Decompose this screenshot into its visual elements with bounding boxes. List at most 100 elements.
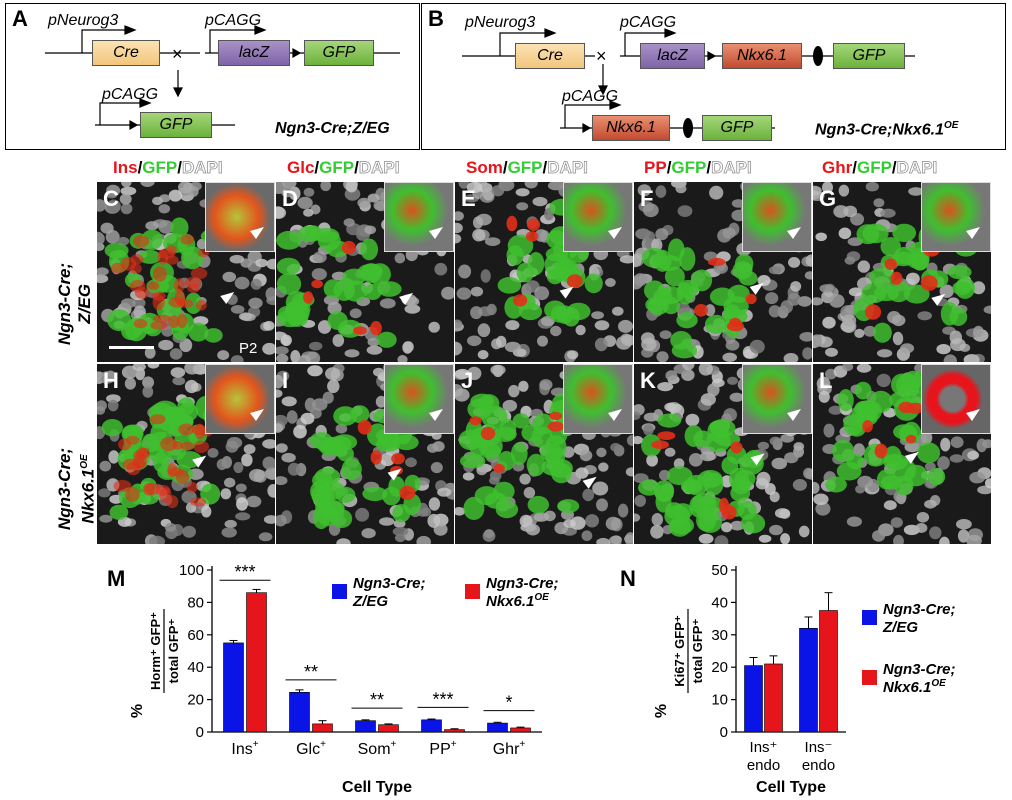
legend-label: Ngn3-Cre;: [486, 575, 559, 592]
legend-label-sup: OE: [534, 592, 549, 603]
legend-label: Ngn3-Cre;: [353, 575, 426, 592]
significance-stars: ***: [234, 562, 255, 582]
y-axis-label-denominator: total GFP⁺: [690, 619, 705, 684]
x-tick-name: Ins: [231, 741, 252, 758]
panel-label-m: M: [107, 566, 126, 591]
y-tick-label: 40: [711, 594, 728, 611]
lacz-gene-box: lacZ: [218, 40, 290, 66]
micrograph-panel: E: [455, 182, 633, 362]
micrograph-panel: I: [276, 364, 454, 544]
legend-label: Nkx6.1OE: [883, 678, 946, 696]
promoter-label: pCAGG: [620, 14, 677, 31]
panel-label-b: B: [428, 6, 444, 31]
row-label-control: Ngn3-Cre; Z/EG: [55, 262, 94, 345]
y-tick-label: 20: [187, 692, 204, 709]
legend-label: Nkx6.1OE: [486, 592, 549, 610]
x-tick-label: Som+: [358, 739, 397, 758]
stain-title: Glc/GFP/DAPI: [287, 158, 400, 178]
nkx61-gene-box: Nkx6.1: [722, 43, 802, 69]
x-tick-sup: +: [320, 739, 326, 750]
x-tick-name: Glc: [296, 741, 320, 758]
panel-label-a: A: [12, 6, 28, 31]
micrograph-panel: L: [813, 364, 991, 544]
panel-label-l: L: [819, 368, 833, 393]
x-tick-sup: +: [451, 739, 457, 750]
inset-zoom: [921, 364, 991, 434]
x-axis-label: Cell Type: [756, 779, 826, 796]
micrograph-panel: J: [455, 364, 633, 544]
cre-gene-box: Cre: [92, 40, 160, 66]
micrograph-image: [455, 364, 633, 544]
micrograph-image: [97, 364, 275, 544]
micrograph-panel: H: [97, 364, 275, 544]
x-tick-label: PP+: [429, 739, 456, 758]
y-axis-label-numerator: Horm⁺ GFP⁺: [148, 612, 163, 690]
significance-stars: **: [304, 662, 318, 682]
panel-label-h: H: [103, 368, 119, 393]
micrograph-image: [97, 182, 275, 362]
x-tick-name: PP: [429, 741, 450, 758]
bar: [421, 719, 442, 733]
x-tick-label: Ins+: [231, 739, 258, 758]
promoter-label: pCAGG: [102, 86, 159, 103]
significance-stars: *: [505, 693, 512, 713]
x-tick-label: Glc+: [296, 739, 326, 758]
gfp-gene-box: GFP: [304, 40, 374, 66]
bar: [764, 663, 783, 733]
inset-zoom: [742, 364, 812, 434]
y-tick-label: 10: [711, 692, 728, 709]
inset-zoom: [205, 182, 275, 252]
cross-symbol: ×: [596, 46, 607, 66]
legend-swatch: [862, 670, 877, 685]
x-tick-name: Ghr: [493, 741, 520, 758]
micrograph-panel: K: [634, 364, 812, 544]
promoter-label: pCAGG: [205, 12, 262, 29]
x-tick-label: Ghr+: [493, 739, 526, 758]
gfp-gene-box: GFP: [833, 43, 905, 69]
panel-label-k: K: [640, 368, 656, 393]
legend-swatch: [332, 584, 347, 599]
legend-label-main: Z/EG: [352, 593, 388, 610]
bar: [819, 610, 838, 733]
lacz-gene-box: lacZ: [640, 43, 705, 69]
bar: [312, 723, 333, 733]
panel-label-j: J: [461, 368, 474, 393]
inset-zoom: [921, 182, 991, 252]
panel-label-c: C: [103, 186, 119, 211]
panel-label-d: D: [282, 186, 298, 211]
bar: [355, 720, 376, 733]
bar: [487, 722, 508, 733]
inset-zoom: [563, 182, 633, 252]
micrograph-panel: F: [634, 182, 812, 362]
inset-zoom: [205, 364, 275, 434]
bar: [444, 729, 465, 733]
x-tick-label: Ins⁻: [805, 739, 833, 756]
micrograph-panel: G: [813, 182, 991, 362]
legend-swatch: [862, 610, 877, 625]
nkx61-gene-box: Nkx6.1: [592, 115, 670, 141]
legend-label-main: Nkx6.1: [883, 679, 931, 696]
inset-zoom: [384, 182, 454, 252]
x-tick-label: endo: [802, 757, 835, 774]
y-tick-label: 0: [720, 724, 728, 741]
micrograph-panel: C P2: [97, 182, 275, 362]
y-axis-label-numerator: Ki67⁺ GFP⁺: [672, 615, 687, 687]
y-tick-label: 80: [187, 594, 204, 611]
legend-label: Z/EG: [352, 593, 388, 610]
bar: [799, 628, 818, 733]
bar: [289, 692, 310, 733]
inset-zoom: [563, 364, 633, 434]
micrograph-image: [634, 182, 812, 362]
bar: [223, 642, 244, 733]
inset-zoom: [742, 182, 812, 252]
diagram-b-frame: [421, 3, 1006, 150]
legend-label-main: Z/EG: [882, 619, 918, 636]
promoter-label: pNeurog3: [48, 12, 119, 29]
y-axis-label-percent: %: [653, 704, 670, 718]
genotype-label: Ngn3-Cre;Nkx6.1OE: [815, 120, 959, 139]
scale-bar: [109, 346, 154, 349]
legend-label-main: Nkx6.1: [486, 593, 534, 610]
y-tick-label: 20: [711, 659, 728, 676]
legend-label-sup: OE: [931, 678, 946, 689]
